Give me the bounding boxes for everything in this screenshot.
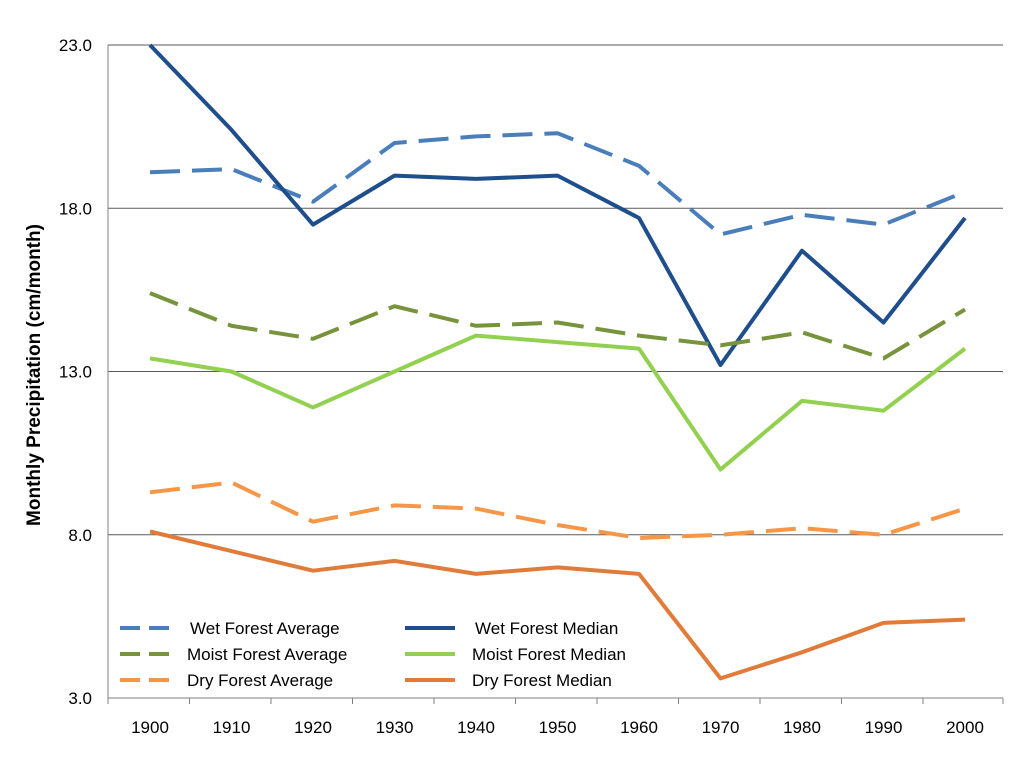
series-line-dry-forest-median — [149, 529, 966, 681]
x-tick-label: 1900 — [131, 718, 169, 737]
series-line-moist-forest-median — [149, 333, 967, 472]
series-lines — [148, 43, 967, 681]
x-tick-label: 2000 — [946, 718, 984, 737]
legend-label: Dry Forest Median — [472, 671, 612, 690]
x-tick-label: 1940 — [457, 718, 495, 737]
x-tick-labels: 1900 1910 1920 1930 1940 1950 1960 1970 1980 1990… — [131, 718, 984, 737]
y-tick-label: 18.0 — [59, 199, 92, 218]
legend-label: Wet Forest Average — [190, 619, 340, 638]
series-line-wet-forest-average — [149, 131, 966, 237]
y-tick-label: 13.0 — [59, 363, 92, 382]
y-axis-title: Monthly Precipitation (cm/month) — [24, 224, 45, 526]
x-tick-label: 1980 — [783, 718, 821, 737]
legend-label: Moist Forest Average — [187, 645, 347, 664]
x-tick-label: 1970 — [702, 718, 740, 737]
y-tick-labels: 3.0 8.0 13.0 18.0 23.0 — [59, 36, 92, 708]
axes — [107, 45, 1004, 704]
y-tick-label: 23.0 — [59, 36, 92, 55]
legend-label: Dry Forest Average — [187, 671, 333, 690]
y-tick-label: 8.0 — [68, 526, 92, 545]
gridlines — [108, 44, 1003, 536]
legend: Wet Forest Average Wet Forest Median Moist… — [120, 619, 626, 690]
x-tick-label: 1910 — [213, 718, 251, 737]
x-tick-label: 1990 — [865, 718, 903, 737]
series-line-moist-forest-average — [149, 291, 967, 361]
x-tick-label: 1950 — [539, 718, 577, 737]
legend-label: Moist Forest Median — [472, 645, 626, 664]
y-tick-label: 3.0 — [68, 689, 92, 708]
legend-label: Wet Forest Median — [475, 619, 618, 638]
x-tick-label: 1960 — [620, 718, 658, 737]
x-tick-label: 1930 — [376, 718, 414, 737]
x-tick-label: 1920 — [294, 718, 332, 737]
series-line-wet-forest-median — [148, 43, 967, 367]
series-line-dry-forest-average — [149, 480, 966, 540]
